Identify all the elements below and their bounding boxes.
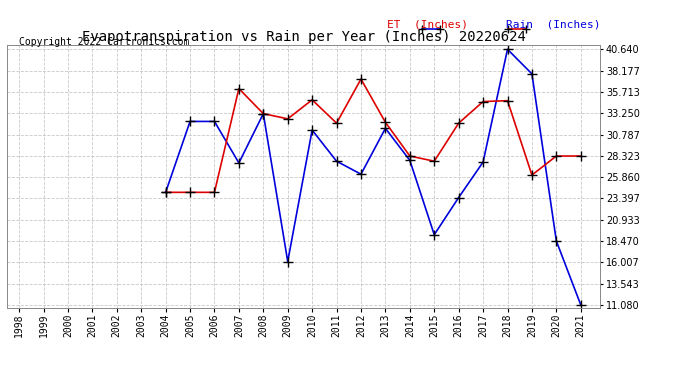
Text: Rain  (Inches): Rain (Inches) [506, 19, 600, 29]
Text: Copyright 2022 Cartronics.com: Copyright 2022 Cartronics.com [19, 37, 190, 47]
Text: ET  (Inches): ET (Inches) [387, 19, 469, 29]
Title: Evapotranspiration vs Rain per Year (Inches) 20220624: Evapotranspiration vs Rain per Year (Inc… [81, 30, 526, 44]
